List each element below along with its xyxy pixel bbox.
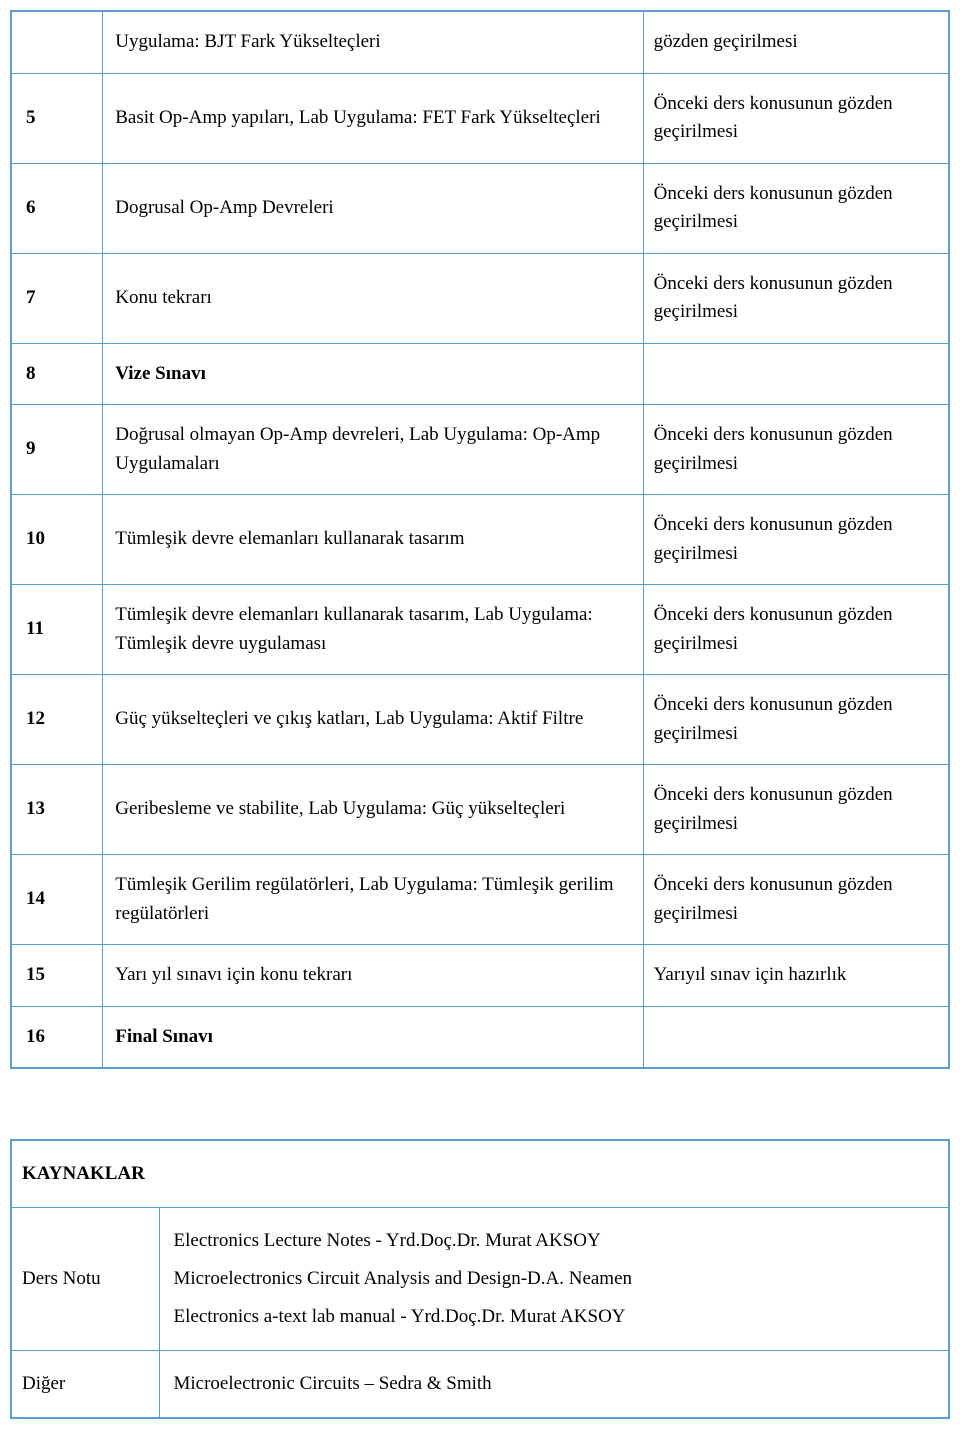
week-cell: 9	[11, 405, 103, 495]
prep-cell: Önceki ders konusunun gözden geçirilmesi	[643, 405, 949, 495]
week-cell: 10	[11, 495, 103, 585]
prep-cell: Önceki ders konusunun gözden geçirilmesi	[643, 585, 949, 675]
topic-cell: Tümleşik Gerilim regülatörleri, Lab Uygu…	[103, 855, 643, 945]
prep-cell: Önceki ders konusunun gözden geçirilmesi	[643, 253, 949, 343]
week-cell	[11, 11, 103, 73]
resource-item: Electronics Lecture Notes - Yrd.Doç.Dr. …	[174, 1222, 939, 1260]
topic-cell: Basit Op-Amp yapıları, Lab Uygulama: FET…	[103, 73, 643, 163]
topic-cell: Tümleşik devre elemanları kullanarak tas…	[103, 495, 643, 585]
table-row: 11Tümleşik devre elemanları kullanarak t…	[11, 585, 949, 675]
table-row: 9Doğrusal olmayan Op-Amp devreleri, Lab …	[11, 405, 949, 495]
topic-cell: Konu tekrarı	[103, 253, 643, 343]
resource-content-cell: Microelectronic Circuits – Sedra & Smith	[159, 1351, 949, 1419]
table-row: 10Tümleşik devre elemanları kullanarak t…	[11, 495, 949, 585]
week-cell: 13	[11, 765, 103, 855]
week-cell: 6	[11, 163, 103, 253]
topic-cell: Dogrusal Op-Amp Devreleri	[103, 163, 643, 253]
table-row: Ders Notu Electronics Lecture Notes - Yrd…	[11, 1208, 949, 1351]
topic-cell: Yarı yıl sınavı için konu tekrarı	[103, 945, 643, 1007]
topic-cell: Güç yükselteçleri ve çıkış katları, Lab …	[103, 675, 643, 765]
prep-cell: Önceki ders konusunun gözden geçirilmesi	[643, 765, 949, 855]
week-cell: 8	[11, 343, 103, 405]
resources-tbody: Ders Notu Electronics Lecture Notes - Yrd…	[11, 1208, 949, 1419]
table-row: Uygulama: BJT Fark Yükselteçlerigözden g…	[11, 11, 949, 73]
week-cell: 5	[11, 73, 103, 163]
resources-header-row: KAYNAKLAR	[11, 1140, 949, 1208]
resource-label-cell: Diğer	[11, 1351, 159, 1419]
table-row: 12Güç yükselteçleri ve çıkış katları, La…	[11, 675, 949, 765]
week-cell: 12	[11, 675, 103, 765]
topic-cell: Vize Sınavı	[103, 343, 643, 405]
resource-content-cell: Electronics Lecture Notes - Yrd.Doç.Dr. …	[159, 1208, 949, 1351]
table-row: 16Final Sınavı	[11, 1006, 949, 1068]
topic-cell: Final Sınavı	[103, 1006, 643, 1068]
prep-cell: Önceki ders konusunun gözden geçirilmesi	[643, 73, 949, 163]
week-cell: 15	[11, 945, 103, 1007]
prep-cell: Önceki ders konusunun gözden geçirilmesi	[643, 855, 949, 945]
prep-cell: Önceki ders konusunun gözden geçirilmesi	[643, 675, 949, 765]
topic-cell: Geribesleme ve stabilite, Lab Uygulama: …	[103, 765, 643, 855]
week-cell: 14	[11, 855, 103, 945]
topic-cell: Uygulama: BJT Fark Yükselteçleri	[103, 11, 643, 73]
prep-cell: Önceki ders konusunun gözden geçirilmesi	[643, 163, 949, 253]
resources-table: KAYNAKLAR Ders Notu Electronics Lecture N…	[10, 1139, 950, 1419]
week-cell: 16	[11, 1006, 103, 1068]
resource-label-cell: Ders Notu	[11, 1208, 159, 1351]
table-row: 8Vize Sınavı	[11, 343, 949, 405]
table-row: 6Dogrusal Op-Amp DevreleriÖnceki ders ko…	[11, 163, 949, 253]
prep-cell: Önceki ders konusunun gözden geçirilmesi	[643, 495, 949, 585]
prep-cell: Yarıyıl sınav için hazırlık	[643, 945, 949, 1007]
prep-cell	[643, 1006, 949, 1068]
prep-cell	[643, 343, 949, 405]
table-row: 5Basit Op-Amp yapıları, Lab Uygulama: FE…	[11, 73, 949, 163]
table-row: 7Konu tekrarıÖnceki ders konusunun gözde…	[11, 253, 949, 343]
table-row: 14Tümleşik Gerilim regülatörleri, Lab Uy…	[11, 855, 949, 945]
table-row: 13Geribesleme ve stabilite, Lab Uygulama…	[11, 765, 949, 855]
table-row: Diğer Microelectronic Circuits – Sedra & …	[11, 1351, 949, 1419]
schedule-tbody: Uygulama: BJT Fark Yükselteçlerigözden g…	[11, 11, 949, 1068]
prep-cell: gözden geçirilmesi	[643, 11, 949, 73]
table-row: 15Yarı yıl sınavı için konu tekrarıYarıy…	[11, 945, 949, 1007]
week-cell: 7	[11, 253, 103, 343]
schedule-table: Uygulama: BJT Fark Yükselteçlerigözden g…	[10, 10, 950, 1069]
resources-header: KAYNAKLAR	[11, 1140, 949, 1208]
week-cell: 11	[11, 585, 103, 675]
resource-item: Microelectronic Circuits – Sedra & Smith	[174, 1365, 939, 1403]
resource-item: Microelectronics Circuit Analysis and De…	[174, 1260, 939, 1298]
topic-cell: Tümleşik devre elemanları kullanarak tas…	[103, 585, 643, 675]
topic-cell: Doğrusal olmayan Op-Amp devreleri, Lab U…	[103, 405, 643, 495]
resource-item: Electronics a-text lab manual - Yrd.Doç.…	[174, 1298, 939, 1336]
